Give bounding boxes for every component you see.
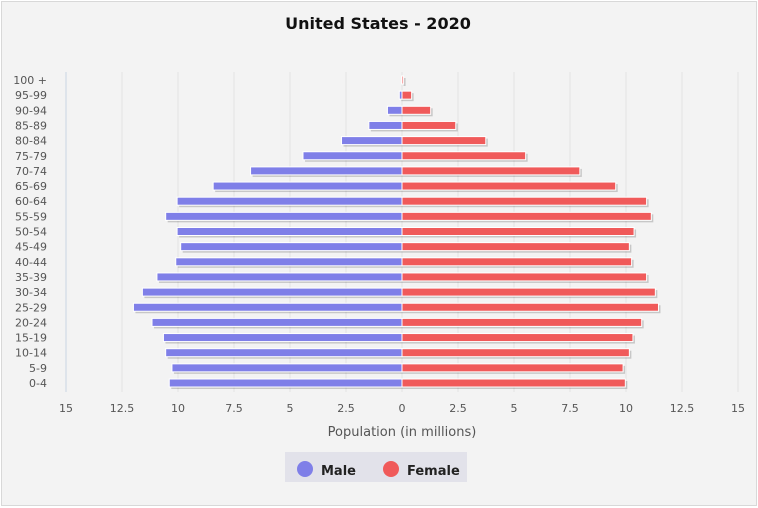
- chart-title: United States - 2020: [285, 14, 471, 33]
- bar-male[interactable]: [180, 242, 403, 252]
- y-tick-label: 55-59: [15, 210, 47, 223]
- bar-female[interactable]: [401, 242, 630, 252]
- bar-female[interactable]: [401, 348, 630, 358]
- y-tick-label: 90-94: [15, 104, 47, 117]
- x-tick-label: 12.5: [110, 402, 135, 415]
- x-tick-label: 5: [287, 402, 294, 415]
- y-tick-label: 40-44: [15, 256, 47, 269]
- y-tick-label: 45-49: [15, 241, 47, 254]
- legend-item-male[interactable]: Male: [297, 461, 356, 479]
- y-tick-label: 80-84: [15, 135, 47, 148]
- legend-female-marker: [383, 461, 399, 477]
- x-tick-label: 2.5: [337, 402, 355, 415]
- x-tick-label: 7.5: [561, 402, 579, 415]
- bar-female[interactable]: [401, 181, 617, 191]
- bar-female[interactable]: [401, 75, 405, 85]
- bar-male[interactable]: [156, 272, 403, 282]
- bar-female[interactable]: [401, 333, 634, 343]
- y-tick-label: 50-54: [15, 226, 47, 239]
- bar-shadow: [404, 78, 406, 86]
- y-tick-label: 85-89: [15, 119, 47, 132]
- x-tick-label: 12.5: [670, 402, 695, 415]
- bar-male[interactable]: [162, 333, 403, 343]
- bar-male[interactable]: [386, 105, 403, 115]
- bar-male[interactable]: [176, 196, 403, 206]
- y-tick-label: 70-74: [15, 165, 47, 178]
- bar-male[interactable]: [132, 302, 403, 312]
- bar-male[interactable]: [168, 378, 403, 388]
- bar-male[interactable]: [176, 227, 403, 236]
- bar-male[interactable]: [165, 348, 403, 358]
- bar-female[interactable]: [401, 166, 581, 176]
- bar-female[interactable]: [401, 105, 432, 115]
- x-tick-label: 0: [399, 402, 406, 415]
- y-tick-label: 20-24: [15, 316, 47, 329]
- x-axis-labels: 15 12.5 10 7.5 5 2.5 0 2.5 5 7.5 10 12.5 15: [59, 402, 745, 415]
- y-tick-label: 30-34: [15, 286, 47, 299]
- x-tick-label: 5: [511, 402, 518, 415]
- legend-male-label: Male: [321, 464, 356, 479]
- bar-female[interactable]: [401, 378, 626, 388]
- y-tick-label: 65-69: [15, 180, 47, 193]
- x-tick-label: 7.5: [225, 402, 243, 415]
- y-tick-label: 100 +: [13, 74, 47, 87]
- bar-male[interactable]: [302, 151, 403, 161]
- x-axis-title: Population (in millions): [328, 425, 477, 440]
- bar-male[interactable]: [175, 257, 403, 267]
- legend-item-female[interactable]: Female: [383, 461, 460, 479]
- bar-female[interactable]: [401, 317, 643, 327]
- bar-female[interactable]: [401, 287, 656, 297]
- y-tick-label: 95-99: [15, 89, 47, 102]
- bar-female[interactable]: [401, 363, 624, 373]
- bar-female[interactable]: [401, 151, 527, 161]
- bar-male[interactable]: [368, 120, 403, 130]
- y-tick-label: 10-14: [15, 347, 47, 360]
- x-tick-label: 10: [619, 402, 633, 415]
- y-tick-label: 5-9: [29, 362, 47, 375]
- y-tick-label: 35-39: [15, 271, 47, 284]
- bar-female[interactable]: [401, 211, 652, 221]
- x-tick-label: 15: [731, 402, 745, 415]
- y-axis-labels: 100 + 95-99 90-94 85-89 80-84 75-79 70-74 65-69…: [13, 74, 47, 390]
- legend-female-label: Female: [407, 464, 460, 479]
- bar-female[interactable]: [401, 227, 635, 236]
- bar-female[interactable]: [401, 120, 457, 130]
- bar-female[interactable]: [401, 257, 633, 267]
- bar-male[interactable]: [151, 317, 403, 327]
- bar-male[interactable]: [341, 136, 403, 146]
- bar-male[interactable]: [141, 287, 403, 297]
- legend-male-marker: [297, 461, 313, 477]
- bar-female[interactable]: [401, 90, 413, 100]
- y-tick-label: 15-19: [15, 332, 47, 345]
- y-tick-label: 0-4: [29, 377, 47, 390]
- bar-male[interactable]: [171, 363, 403, 373]
- x-tick-label: 2.5: [449, 402, 467, 415]
- legend: Male Female: [285, 452, 467, 482]
- bar-female[interactable]: [401, 272, 648, 282]
- bar-male[interactable]: [250, 166, 403, 176]
- x-tick-label: 10: [171, 402, 185, 415]
- bars: [132, 75, 661, 389]
- bar-female[interactable]: [401, 196, 648, 206]
- y-tick-label: 60-64: [15, 195, 47, 208]
- y-tick-label: 75-79: [15, 150, 47, 163]
- bar-male[interactable]: [165, 211, 403, 221]
- legend-background: [285, 452, 467, 482]
- bar-male[interactable]: [212, 181, 403, 191]
- bar-female[interactable]: [401, 302, 659, 312]
- x-tick-label: 15: [59, 402, 73, 415]
- y-tick-label: 25-29: [15, 301, 47, 314]
- bar-female[interactable]: [401, 136, 487, 146]
